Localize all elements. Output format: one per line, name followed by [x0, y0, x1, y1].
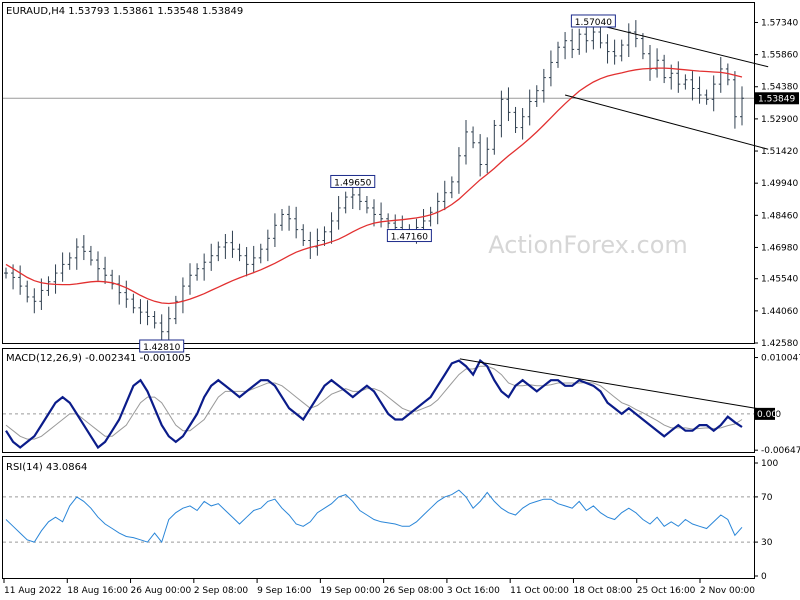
time-tick-label: 19 Sep 00:00	[320, 586, 380, 596]
rsi-plot	[3, 489, 754, 544]
price-tick-label: 1.45540	[761, 275, 798, 285]
time-tick-label: 9 Sep 16:00	[257, 586, 312, 596]
price-annotation-label: 1.47160	[391, 233, 428, 243]
rsi-tick-label: 100	[761, 459, 778, 469]
price-tick-label: 1.46980	[761, 243, 798, 253]
price-annotation-box	[386, 229, 432, 243]
price-tick-label: 1.54380	[761, 83, 798, 93]
time-tick-label: 11 Oct 00:00	[510, 586, 569, 596]
price-annotation-label: 1.42810	[143, 343, 180, 353]
price-panel-frame	[2, 2, 755, 344]
price-annotation-box	[139, 339, 185, 353]
current-price-tag	[755, 92, 799, 105]
time-tick-label: 2 Sep 08:00	[194, 586, 249, 596]
rsi-axis: 100 70 30 0	[754, 459, 778, 582]
rsi-line	[5, 489, 743, 544]
price-header: EURAUD,H4 1.53793 1.53861 1.53548 1.5384…	[6, 6, 243, 17]
time-tick-label: 18 Aug 16:00	[67, 586, 128, 596]
price-axis: 1.57340 1.55860 1.54380 1.52900 1.51420 1.499…	[754, 18, 798, 349]
macd-plot: 0.00	[3, 358, 777, 450]
macd-axis: 0.010047 0.00 -0.006476	[754, 354, 800, 456]
macd-tick-label: 0.010047	[761, 354, 800, 364]
time-tick-label: 3 Oct 16:00	[447, 586, 500, 596]
rsi-panel-frame	[2, 456, 755, 579]
macd-signal-line	[5, 365, 743, 440]
watermark: ActionForex.com	[488, 231, 688, 259]
macd-zero-tag-label: 0.00	[757, 410, 777, 420]
channel-line-upper	[600, 25, 769, 68]
time-tick-label: 25 Oct 16:00	[637, 586, 696, 596]
price-tick-label: 1.57340	[761, 18, 798, 28]
channel-line-lower	[564, 94, 769, 150]
macd-panel-frame	[2, 348, 755, 453]
macd-tick-label: -0.006476	[761, 446, 800, 456]
time-tick-label: 11 Aug 2022	[4, 586, 62, 596]
price-annotation-label: 1.49650	[334, 178, 371, 188]
macd-zero-tag	[755, 407, 775, 420]
price-tick-label: 1.44060	[761, 307, 798, 317]
time-tick-label: 26 Sep 08:00	[384, 586, 444, 596]
price-tick-label: 1.48460	[761, 211, 798, 221]
price-tick-label: 1.42580	[761, 339, 798, 349]
rsi-tick-label: 0	[761, 572, 767, 582]
price-tick-label: 1.52900	[761, 115, 798, 125]
price-annotation-label: 1.57040	[575, 18, 612, 28]
moving-average-line	[5, 67, 743, 305]
price-annotation-box	[570, 14, 616, 28]
time-tick-label: 2 Nov 00:00	[700, 586, 755, 596]
rsi-header: RSI(14) 43.0864	[6, 462, 87, 473]
time-axis: 11 Aug 2022 18 Aug 16:00 26 Aug 00:00 2 Sep…	[3, 579, 755, 596]
price-tick-label: 1.51420	[761, 147, 798, 157]
price-annotation-box	[330, 174, 376, 188]
current-price-label: 1.53849	[758, 94, 795, 104]
macd-trendline	[459, 358, 763, 410]
price-tick-label: 1.49940	[761, 179, 798, 189]
time-tick-label: 18 Oct 08:00	[573, 586, 632, 596]
time-tick-label: 26 Aug 00:00	[131, 586, 192, 596]
rsi-tick-label: 30	[761, 538, 773, 548]
macd-line	[5, 358, 743, 450]
macd-header: MACD(12,26,9) -0.002341 -0.001005	[6, 353, 191, 364]
rsi-tick-label: 70	[761, 493, 773, 503]
price-plot: 1.53849 1.42810 1.49650 1.47160 1.57040	[3, 14, 799, 353]
price-tick-label: 1.55860	[761, 51, 798, 61]
